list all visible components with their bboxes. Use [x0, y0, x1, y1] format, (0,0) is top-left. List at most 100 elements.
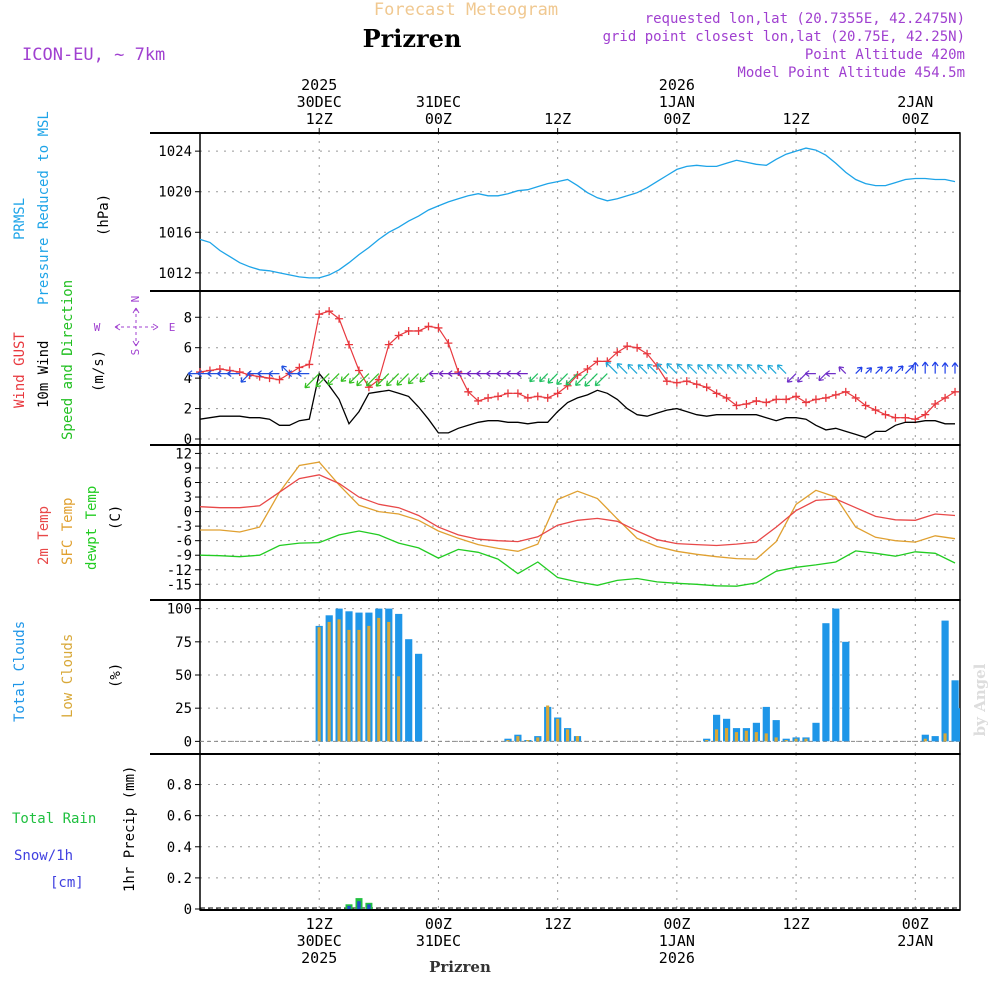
gust-marker [345, 340, 354, 349]
gust-marker [553, 389, 562, 398]
wind-direction-arrow [594, 373, 608, 387]
total-clouds-label: Total Clouds [12, 621, 28, 722]
ytick-label: 3 [184, 490, 192, 506]
gust-marker [881, 410, 890, 419]
pressure-label-prmsl: PRMSL [12, 198, 28, 240]
temp2m-line [199, 474, 956, 547]
snow-bar [367, 904, 371, 909]
wind-direction-arrow [776, 364, 787, 375]
wind-direction-arrow [356, 373, 370, 387]
ytick-label: 100 [167, 602, 192, 618]
sfc-temp-label: SFC Temp [60, 498, 76, 565]
bottom-time-label: 00Z [663, 915, 690, 933]
gust-marker [354, 366, 363, 375]
wind-direction-arrow [941, 362, 949, 374]
wind-direction-arrow [556, 373, 569, 385]
wind-direction-arrow [476, 370, 489, 377]
wind-direction-arrow [825, 370, 836, 377]
snow-bar [347, 905, 351, 909]
super-title: Forecast Meteogram [374, 0, 558, 20]
low-cloud-bar [764, 733, 768, 742]
ytick-label: 4 [184, 371, 192, 387]
low-cloud-bar [784, 740, 788, 742]
top-time-label: 00Z [425, 110, 452, 128]
wind-direction-arrow [226, 370, 240, 377]
top-time-label: 2026 [659, 76, 695, 94]
bottom-time-label: 12Z [544, 915, 571, 933]
gust-marker [811, 395, 820, 404]
wind-direction-arrow [457, 370, 469, 377]
gust-marker [464, 387, 473, 396]
ytick-label: 8 [184, 310, 192, 326]
gust-marker [633, 343, 642, 352]
wind-direction-arrow [281, 365, 290, 375]
gust-marker [424, 322, 433, 331]
wind-direction-arrow [716, 363, 727, 375]
wind-direction-arrow [647, 363, 658, 375]
ytick-label: 6 [184, 476, 192, 492]
total-cloud-bar [713, 714, 721, 742]
gust-marker [662, 377, 671, 386]
total-cloud-bar [951, 680, 959, 742]
total-cloud-bar [762, 706, 770, 742]
gust-marker [573, 371, 582, 380]
dewpt-line [199, 530, 956, 587]
info-line-2: grid point closest lon,lat (20.75E, 42.2… [603, 29, 965, 45]
low-cloud-bar [725, 728, 729, 742]
gust-marker [712, 389, 721, 398]
gust-marker [275, 375, 284, 384]
wind-direction-arrow [268, 370, 280, 377]
wind-direction-arrow [687, 363, 698, 375]
panel-frame [199, 290, 961, 446]
wind-direction-arrow [240, 373, 251, 383]
gust-marker [702, 383, 711, 392]
wind-direction-arrow [951, 362, 959, 374]
gust-marker [941, 393, 950, 402]
gust-marker [404, 326, 413, 335]
wind-direction-arrow [506, 370, 518, 377]
wind-direction-arrow [419, 373, 429, 383]
wind-direction-arrow [428, 370, 439, 377]
wind-compass: N S W E [94, 296, 176, 356]
wind-direction-arrow [627, 363, 638, 375]
total-cloud-bar [415, 653, 423, 742]
low-cloud-bar [546, 705, 550, 742]
pressure-ylabel: (hPa) [96, 194, 112, 236]
gust-marker [851, 393, 860, 402]
wind-direction-arrow [407, 373, 420, 385]
low-cloud-bar [367, 625, 371, 742]
total-cloud-bar [832, 608, 840, 742]
gust-marker [682, 377, 691, 386]
gust-marker [841, 387, 850, 396]
rain-label: Total Rain [12, 811, 96, 827]
wind-direction-arrow [666, 363, 678, 375]
top-time-label: 12Z [544, 110, 571, 128]
wind-direction-arrow [931, 361, 939, 374]
wind-direction-arrow [865, 367, 873, 375]
low-cloud-bar [705, 740, 709, 742]
pressure-label-msl: Pressure Reduced to MSL [36, 111, 52, 305]
compass-e: E [169, 321, 176, 334]
wind-direction-arrow [584, 373, 598, 387]
total-cloud-bar [931, 736, 939, 742]
wind-direction-arrow [575, 373, 588, 386]
low-clouds-label: Low Clouds [60, 634, 76, 718]
ytick-label: -3 [175, 519, 192, 535]
compass-w: W [94, 321, 101, 334]
wind-direction-arrow [539, 373, 549, 383]
wind-direction-arrow [746, 363, 757, 375]
low-cloud-bar [337, 619, 341, 742]
wind-direction-arrow [315, 373, 330, 388]
gust-marker [792, 392, 801, 401]
wind-direction-arrow [438, 370, 449, 377]
pressure-line [199, 147, 956, 279]
info-line-1: requested lon,lat (20.7355E, 42.2475N) [645, 11, 965, 27]
low-cloud-bar [506, 740, 510, 742]
gust-marker [364, 383, 373, 392]
total-cloud-bar [956, 708, 960, 742]
wind-direction-arrow [656, 363, 668, 375]
precip-ylabel: 1hr Precip (mm) [122, 766, 138, 892]
gust-marker [305, 360, 314, 369]
wind-direction-arrow [386, 373, 400, 387]
